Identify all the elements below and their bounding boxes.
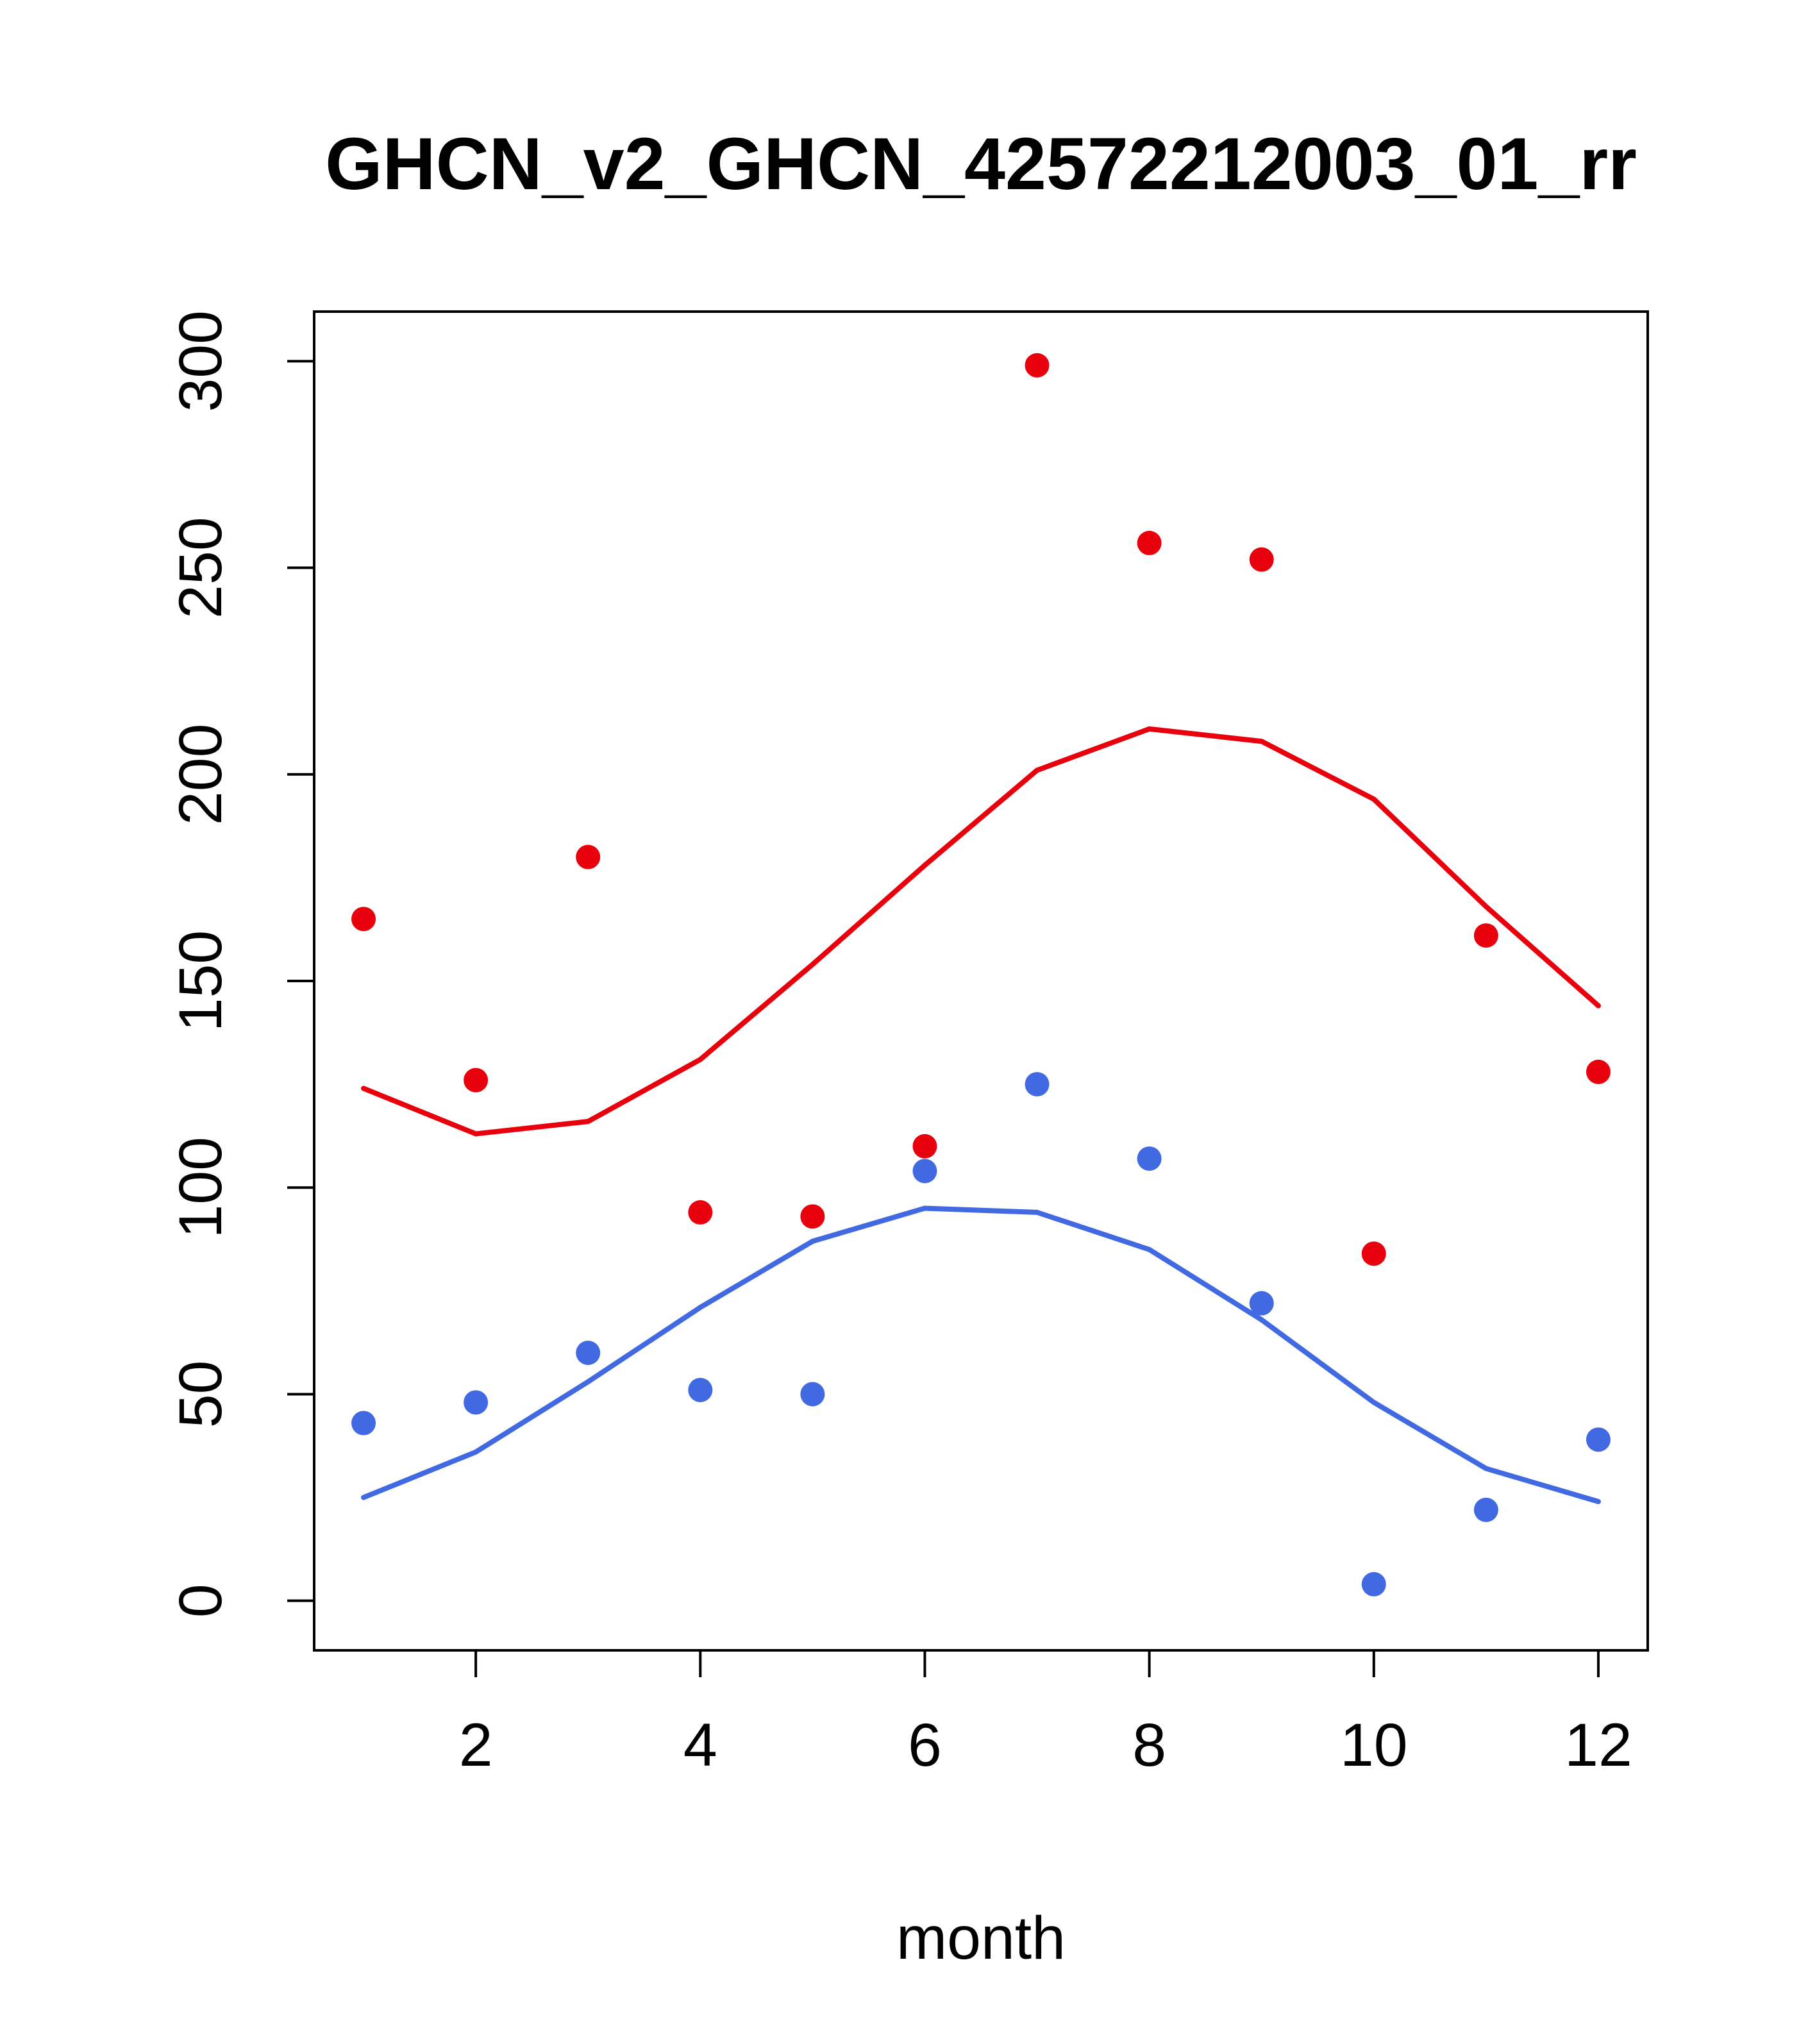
- plot-box: [313, 310, 1649, 1652]
- red-data-point: [912, 1134, 937, 1159]
- x-axis-label: month: [896, 1904, 1066, 1972]
- blue-data-point: [912, 1159, 937, 1184]
- blue-smooth-line: [361, 1205, 1601, 1504]
- blue-data-point: [1249, 1291, 1274, 1316]
- red-data-point: [351, 907, 376, 932]
- y-tick-label: 200: [167, 724, 235, 826]
- blue-data-point: [464, 1390, 489, 1415]
- blue-data-point: [1137, 1146, 1162, 1171]
- y-tick-label: 0: [167, 1584, 235, 1618]
- blue-data-point: [576, 1341, 601, 1365]
- blue-data-point: [1361, 1571, 1386, 1596]
- y-tick-label: 250: [167, 517, 235, 619]
- y-tick-label: 300: [167, 310, 235, 412]
- blue-data-point: [1586, 1427, 1611, 1452]
- red-data-point: [1473, 923, 1498, 948]
- blue-data-point: [1473, 1497, 1498, 1522]
- blue-data-point: [351, 1411, 376, 1436]
- x-tick-label: 4: [683, 1711, 717, 1779]
- red-smooth-line: [361, 726, 1601, 1137]
- chart-title: GHCN_v2_GHCN_42572212003_01_rr: [325, 123, 1637, 205]
- red-data-point: [1361, 1241, 1386, 1266]
- red-data-point: [464, 1068, 489, 1093]
- x-tick-label: 12: [1564, 1711, 1632, 1779]
- y-tick-label: 100: [167, 1137, 235, 1239]
- x-tick-label: 8: [1132, 1711, 1166, 1779]
- y-tick-label: 50: [167, 1361, 235, 1428]
- red-data-point: [688, 1200, 713, 1225]
- blue-data-point: [1025, 1072, 1050, 1097]
- y-tick-label: 150: [167, 930, 235, 1032]
- blue-data-point: [688, 1378, 713, 1402]
- x-tick-label: 10: [1340, 1711, 1408, 1779]
- red-data-point: [1137, 530, 1162, 555]
- blue-data-point: [800, 1382, 825, 1407]
- plot-content: [351, 353, 1611, 1596]
- red-data-point: [1249, 547, 1274, 572]
- red-data-point: [576, 844, 601, 869]
- red-data-point: [1586, 1059, 1611, 1084]
- red-data-point: [800, 1204, 825, 1229]
- x-tick-label: 2: [459, 1711, 493, 1779]
- axes: 2 4 6 8 10 12 0 50 100 150 200 250 300: [167, 310, 1632, 1779]
- red-data-point: [1025, 353, 1050, 378]
- x-tick-label: 6: [908, 1711, 942, 1779]
